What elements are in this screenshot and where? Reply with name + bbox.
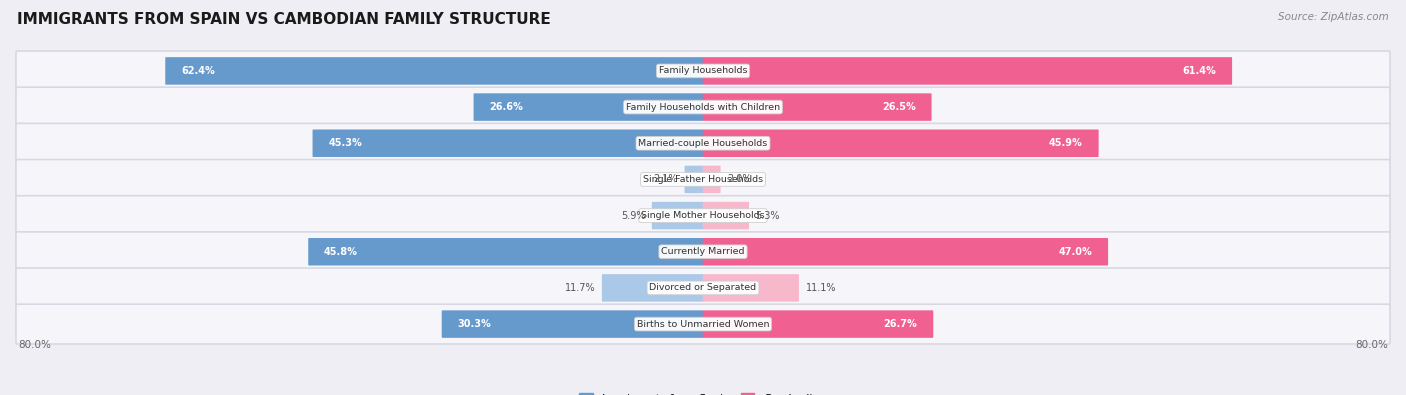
Text: 45.8%: 45.8% (323, 247, 359, 257)
Text: Currently Married: Currently Married (661, 247, 745, 256)
FancyBboxPatch shape (15, 196, 1391, 235)
FancyBboxPatch shape (703, 57, 1232, 85)
FancyBboxPatch shape (15, 51, 1391, 91)
FancyBboxPatch shape (703, 130, 1098, 157)
Text: Births to Unmarried Women: Births to Unmarried Women (637, 320, 769, 329)
FancyBboxPatch shape (15, 160, 1391, 199)
FancyBboxPatch shape (474, 93, 703, 121)
Text: 26.5%: 26.5% (882, 102, 915, 112)
Text: 11.1%: 11.1% (806, 283, 837, 293)
FancyBboxPatch shape (312, 130, 703, 157)
FancyBboxPatch shape (703, 274, 799, 302)
FancyBboxPatch shape (703, 166, 720, 193)
FancyBboxPatch shape (308, 238, 703, 265)
FancyBboxPatch shape (703, 238, 1108, 265)
Text: Family Households with Children: Family Households with Children (626, 103, 780, 111)
Text: 61.4%: 61.4% (1182, 66, 1216, 76)
Text: 2.0%: 2.0% (727, 175, 752, 184)
Text: 5.3%: 5.3% (755, 211, 780, 220)
Text: Family Households: Family Households (659, 66, 747, 75)
FancyBboxPatch shape (15, 304, 1391, 344)
Legend: Immigrants from Spain, Cambodian: Immigrants from Spain, Cambodian (575, 389, 831, 395)
FancyBboxPatch shape (652, 202, 703, 229)
FancyBboxPatch shape (15, 87, 1391, 127)
Text: Source: ZipAtlas.com: Source: ZipAtlas.com (1278, 12, 1389, 22)
Text: 2.1%: 2.1% (654, 175, 678, 184)
Text: Married-couple Households: Married-couple Households (638, 139, 768, 148)
Text: 62.4%: 62.4% (181, 66, 215, 76)
Text: Single Father Households: Single Father Households (643, 175, 763, 184)
Text: 80.0%: 80.0% (18, 340, 51, 350)
FancyBboxPatch shape (703, 93, 932, 121)
FancyBboxPatch shape (15, 123, 1391, 163)
Text: 26.6%: 26.6% (489, 102, 523, 112)
FancyBboxPatch shape (441, 310, 703, 338)
Text: 80.0%: 80.0% (1355, 340, 1388, 350)
FancyBboxPatch shape (602, 274, 703, 302)
Text: Divorced or Separated: Divorced or Separated (650, 284, 756, 292)
FancyBboxPatch shape (15, 232, 1391, 272)
FancyBboxPatch shape (15, 268, 1391, 308)
FancyBboxPatch shape (703, 202, 749, 229)
FancyBboxPatch shape (703, 310, 934, 338)
Text: 26.7%: 26.7% (884, 319, 918, 329)
Text: 5.9%: 5.9% (621, 211, 645, 220)
Text: 30.3%: 30.3% (457, 319, 491, 329)
FancyBboxPatch shape (166, 57, 703, 85)
FancyBboxPatch shape (685, 166, 703, 193)
Text: IMMIGRANTS FROM SPAIN VS CAMBODIAN FAMILY STRUCTURE: IMMIGRANTS FROM SPAIN VS CAMBODIAN FAMIL… (17, 12, 551, 27)
Text: 45.9%: 45.9% (1049, 138, 1083, 148)
Text: 45.3%: 45.3% (329, 138, 363, 148)
Text: 11.7%: 11.7% (565, 283, 595, 293)
Text: 47.0%: 47.0% (1059, 247, 1092, 257)
Text: Single Mother Households: Single Mother Households (641, 211, 765, 220)
